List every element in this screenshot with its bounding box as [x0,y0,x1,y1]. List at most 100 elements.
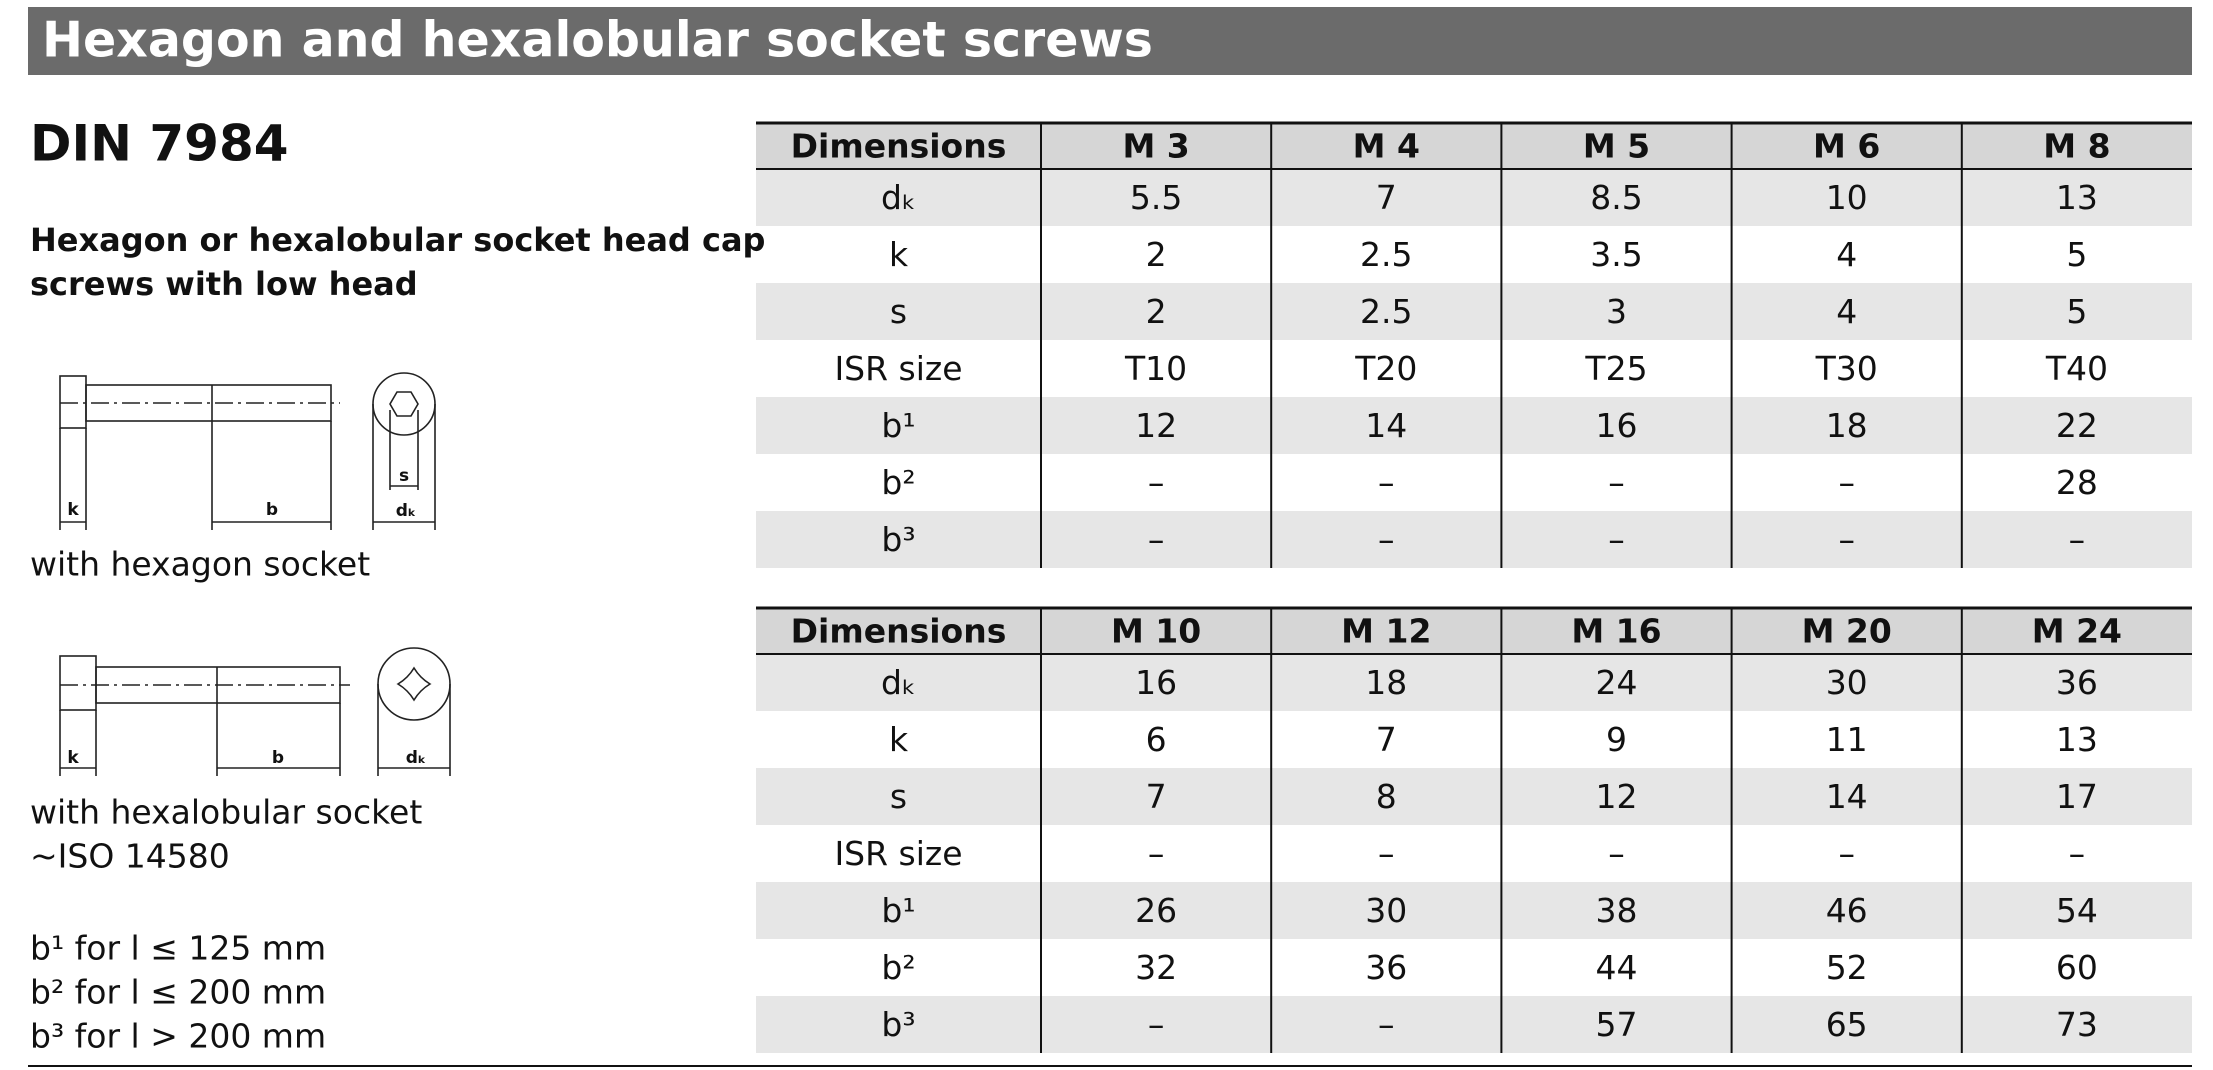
cell: 30 [1826,663,1868,702]
cell: 13 [2056,720,2098,759]
cell: 8 [1376,777,1397,816]
note: b³ for l > 200 mm [30,1017,326,1056]
row-shade [756,768,2192,825]
cell: 26 [1135,891,1177,930]
cell: – [1378,520,1395,559]
cell: 2 [1146,235,1167,274]
cell: – [1608,520,1625,559]
cell: 17 [2056,777,2098,816]
header-cell: M 10 [1111,612,1201,651]
row-shade [756,283,2192,340]
cell: 30 [1365,891,1407,930]
description: Hexagon or hexalobular socket head cap [30,221,765,259]
cell: 7 [1146,777,1167,816]
header-cell: M 8 [2043,127,2110,166]
description: screws with low head [30,265,418,303]
figure-label: s [399,466,409,486]
cell: – [2069,520,2086,559]
note: b² for l ≤ 200 mm [30,973,326,1012]
header-row [756,123,2192,169]
cell: 32 [1135,948,1177,987]
cell: 73 [2056,1005,2098,1044]
cell: 10 [1826,178,1868,217]
cell: – [1148,834,1165,873]
cell: 16 [1135,663,1177,702]
cell: 5.5 [1130,178,1182,217]
row-shade [756,169,2192,226]
row-shade [756,882,2192,939]
row-label: b² [881,948,915,987]
cell: T30 [1815,349,1878,388]
row-label: ISR size [834,349,962,388]
cell: 16 [1596,406,1638,445]
cell: 2 [1146,292,1167,331]
hexalobular-socket-figure [59,647,451,776]
header-cell: Dimensions [791,127,1007,166]
cell: 52 [1826,948,1868,987]
cell: 18 [1365,663,1407,702]
cell: – [1378,834,1395,873]
cell: – [1378,463,1395,502]
cell: 18 [1826,406,1868,445]
cell: 14 [1826,777,1868,816]
figure-label: b [272,748,284,768]
cell: 44 [1596,948,1638,987]
header-cell: M 6 [1813,127,1880,166]
note: b¹ for l ≤ 125 mm [30,929,326,968]
cell: 2.5 [1360,292,1412,331]
row-label: k [889,235,909,274]
figure-label: k [67,500,79,520]
cell: 12 [1596,777,1638,816]
title-bar [28,7,2192,75]
cell: 7 [1376,720,1397,759]
hex-socket-figure [59,372,436,530]
cell: – [1608,834,1625,873]
cell: T20 [1354,349,1417,388]
header-cell: M 3 [1122,127,1189,166]
cell: 38 [1596,891,1638,930]
row-label: dₖ [881,178,916,217]
standard: DIN 7984 [30,115,289,173]
cell: 4 [1836,292,1857,331]
cell: 54 [2056,891,2098,930]
cell: 7 [1376,178,1397,217]
cell: – [1148,1005,1165,1044]
header-cell: M 12 [1341,612,1431,651]
cell: 11 [1826,720,1868,759]
row-label: dₖ [881,663,916,702]
cell: T25 [1584,349,1647,388]
cell: 9 [1606,720,1627,759]
header-cell: Dimensions [791,612,1007,651]
header-row [756,608,2192,654]
cell: – [1378,1005,1395,1044]
cell: T10 [1124,349,1187,388]
cell: 6 [1146,720,1167,759]
cell: – [1838,463,1855,502]
cell: 28 [2056,463,2098,502]
cell: – [1148,463,1165,502]
figure-label: k [67,748,79,768]
header-cell: M 16 [1571,612,1661,651]
cell: 8.5 [1590,178,1642,217]
row-shade [756,397,2192,454]
cell: 60 [2056,948,2098,987]
row-label: b³ [881,520,915,559]
cell: – [1838,834,1855,873]
figure-caption: with hexagon socket [30,545,370,584]
row-shade [756,511,2192,568]
cell: 14 [1365,406,1407,445]
cell: 2.5 [1360,235,1412,274]
row-label: b² [881,463,915,502]
cell: 4 [1836,235,1857,274]
row-label: k [889,720,909,759]
cell: – [1838,520,1855,559]
cell: 5 [2066,292,2087,331]
row-shade [756,654,2192,711]
row-label: ISR size [834,834,962,873]
figure-label: dₖ [396,501,416,521]
cell: – [2069,834,2086,873]
cell: 13 [2056,178,2098,217]
figure-label: dₖ [406,748,426,768]
cell: 65 [1826,1005,1868,1044]
cell: 36 [2056,663,2098,702]
